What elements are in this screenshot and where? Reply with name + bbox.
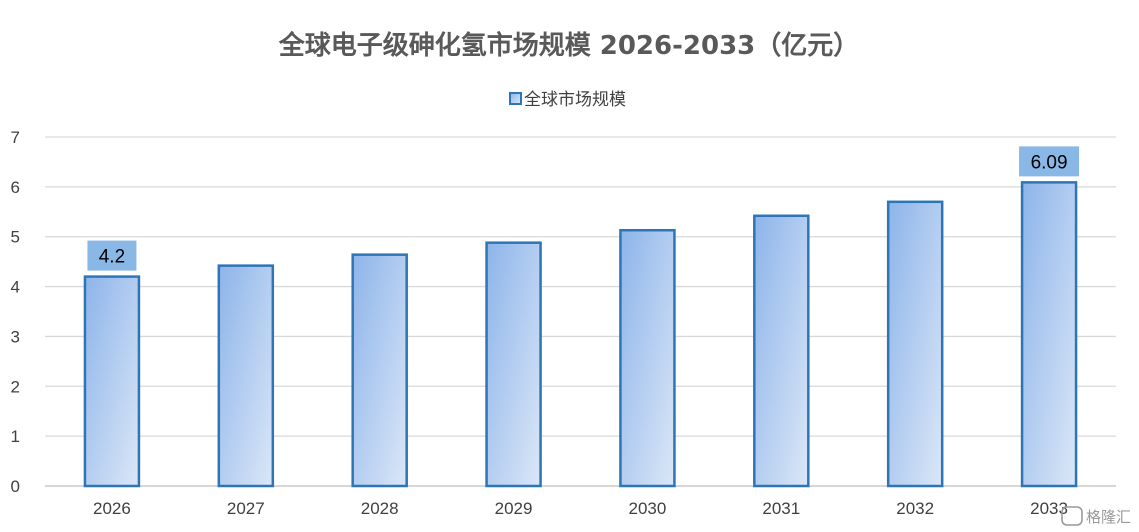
x-axis-ticks: 2026 2027 2028 2029 2030 2031 2032 2033: [93, 499, 1068, 518]
x-tick-label: 2030: [629, 499, 667, 518]
y-tick-label: 5: [11, 228, 20, 247]
data-label-2033: 6.09: [1019, 146, 1080, 177]
y-tick-label: 2: [11, 377, 20, 396]
y-axis-ticks: 0 1 2 3 4 5 6 7: [11, 128, 20, 496]
x-tick-label: 2031: [762, 499, 800, 518]
bar-2029: [485, 241, 542, 488]
data-labels: 4.2 6.09: [87, 146, 1080, 271]
watermark: 格隆汇: [1061, 506, 1131, 526]
data-label-box: [87, 240, 137, 271]
watermark-text: 格隆汇: [1086, 508, 1131, 526]
bars: [83, 181, 1078, 488]
bar-2027: [217, 264, 275, 488]
data-label-text: 6.09: [1031, 152, 1068, 173]
bar-2030: [619, 228, 676, 488]
bar-2032: [886, 200, 944, 488]
y-tick-label: 1: [11, 427, 20, 446]
data-label-2026: 4.2: [87, 240, 137, 271]
gridlines: [45, 136, 1116, 487]
y-tick-label: 4: [11, 278, 20, 297]
legend: 全球市场规模: [509, 90, 626, 110]
bar-2028: [351, 253, 408, 488]
gelonghui-logo-icon: [1061, 506, 1083, 526]
x-tick-label: 2026: [93, 499, 131, 518]
bar-2033: [1020, 181, 1078, 488]
y-tick-label: 3: [11, 327, 20, 346]
x-tick-label: 2029: [495, 499, 533, 518]
legend-swatch: [509, 92, 522, 105]
chart-title: 全球电子级砷化氢市场规模 2026-2033（亿元）: [278, 30, 860, 61]
bar-2026: [83, 275, 141, 488]
data-label-box: [1019, 146, 1080, 177]
y-tick-label: 6: [11, 178, 20, 197]
y-tick-label: 0: [11, 477, 20, 496]
legend-label: 全球市场规模: [524, 90, 626, 110]
x-tick-label: 2032: [896, 499, 934, 518]
x-tick-label: 2027: [227, 499, 265, 518]
x-tick-label: 2028: [361, 499, 399, 518]
bar-2031: [753, 214, 810, 488]
data-label-text: 4.2: [99, 247, 125, 268]
y-tick-label: 7: [11, 128, 20, 147]
x-tick-label: 2033: [1030, 499, 1068, 518]
